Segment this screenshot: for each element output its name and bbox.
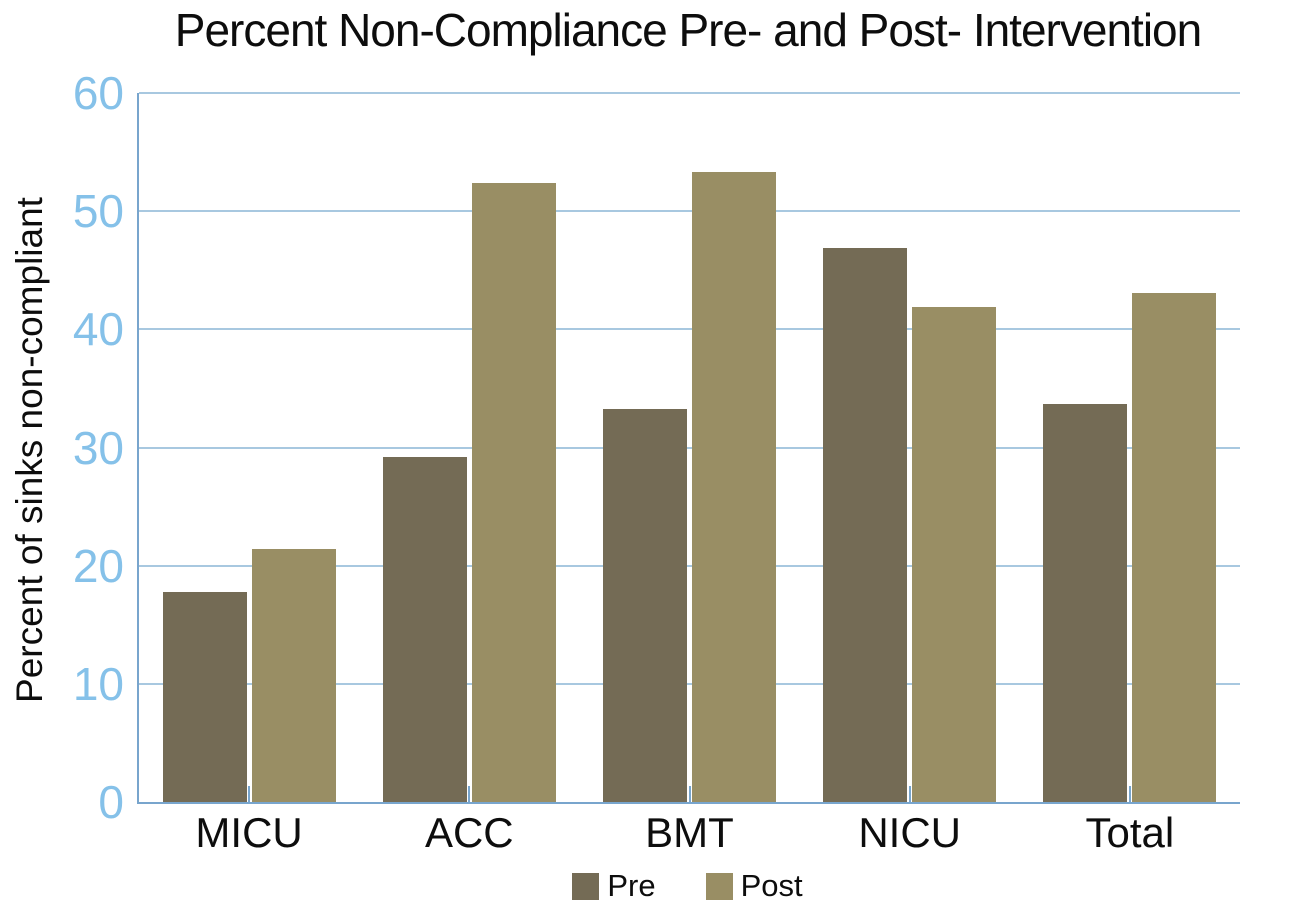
legend-swatch-pre — [572, 872, 600, 900]
y-tick-label-40: 40 — [72, 303, 124, 356]
y-tick-label-30: 30 — [72, 421, 124, 474]
x-label-nicu: NICU — [858, 809, 962, 856]
bar-pre-bmt — [603, 408, 687, 802]
legend-label-pre: Pre — [607, 868, 656, 903]
x-tick-bmt — [688, 786, 691, 802]
gridline-30 — [139, 446, 1240, 449]
x-tick-total — [1128, 786, 1131, 802]
x-axis-labels: MICU ACC BMT NICU Total — [139, 809, 1240, 860]
legend-label-post: Post — [740, 868, 803, 903]
bar-pre-micu — [162, 591, 247, 802]
x-label-micu: MICU — [195, 809, 303, 856]
legend-swatch-post — [705, 872, 733, 900]
bar-pre-nicu — [823, 247, 908, 802]
x-tick-micu — [248, 786, 251, 802]
y-tick-label-60: 60 — [72, 67, 124, 119]
plot-area — [137, 92, 1240, 804]
x-tick-nicu — [908, 786, 911, 802]
y-tick-label-0: 0 — [98, 776, 124, 828]
chart-title: Percent Non-Compliance Pre- and Post- In… — [174, 4, 1202, 56]
gridline-50 — [139, 210, 1240, 213]
y-tick-label-10: 10 — [72, 657, 124, 710]
y-axis-tick-labels: 0 10 20 30 40 50 60 — [0, 70, 124, 825]
bar-post-nicu — [912, 306, 997, 802]
gridline-20 — [139, 564, 1240, 567]
gridline-60 — [139, 92, 1240, 94]
gridline-10 — [139, 682, 1240, 685]
legend-item-pre: Pre — [572, 868, 656, 904]
bar-post-micu — [251, 549, 336, 802]
bar-post-acc — [471, 182, 556, 802]
y-tick-label-20: 20 — [72, 539, 124, 592]
x-label-total: Total — [1085, 809, 1175, 856]
gridline-40 — [139, 328, 1240, 331]
x-label-acc: ACC — [424, 809, 514, 856]
legend: Pre Post — [137, 868, 1238, 904]
x-tick-acc — [468, 786, 471, 802]
x-label-bmt: BMT — [645, 809, 734, 856]
bar-pre-total — [1043, 403, 1128, 802]
y-tick-label-50: 50 — [72, 185, 124, 238]
legend-item-post: Post — [705, 868, 803, 904]
bar-post-total — [1132, 292, 1217, 802]
bar-post-bmt — [692, 172, 776, 802]
bar-pre-acc — [382, 456, 467, 802]
